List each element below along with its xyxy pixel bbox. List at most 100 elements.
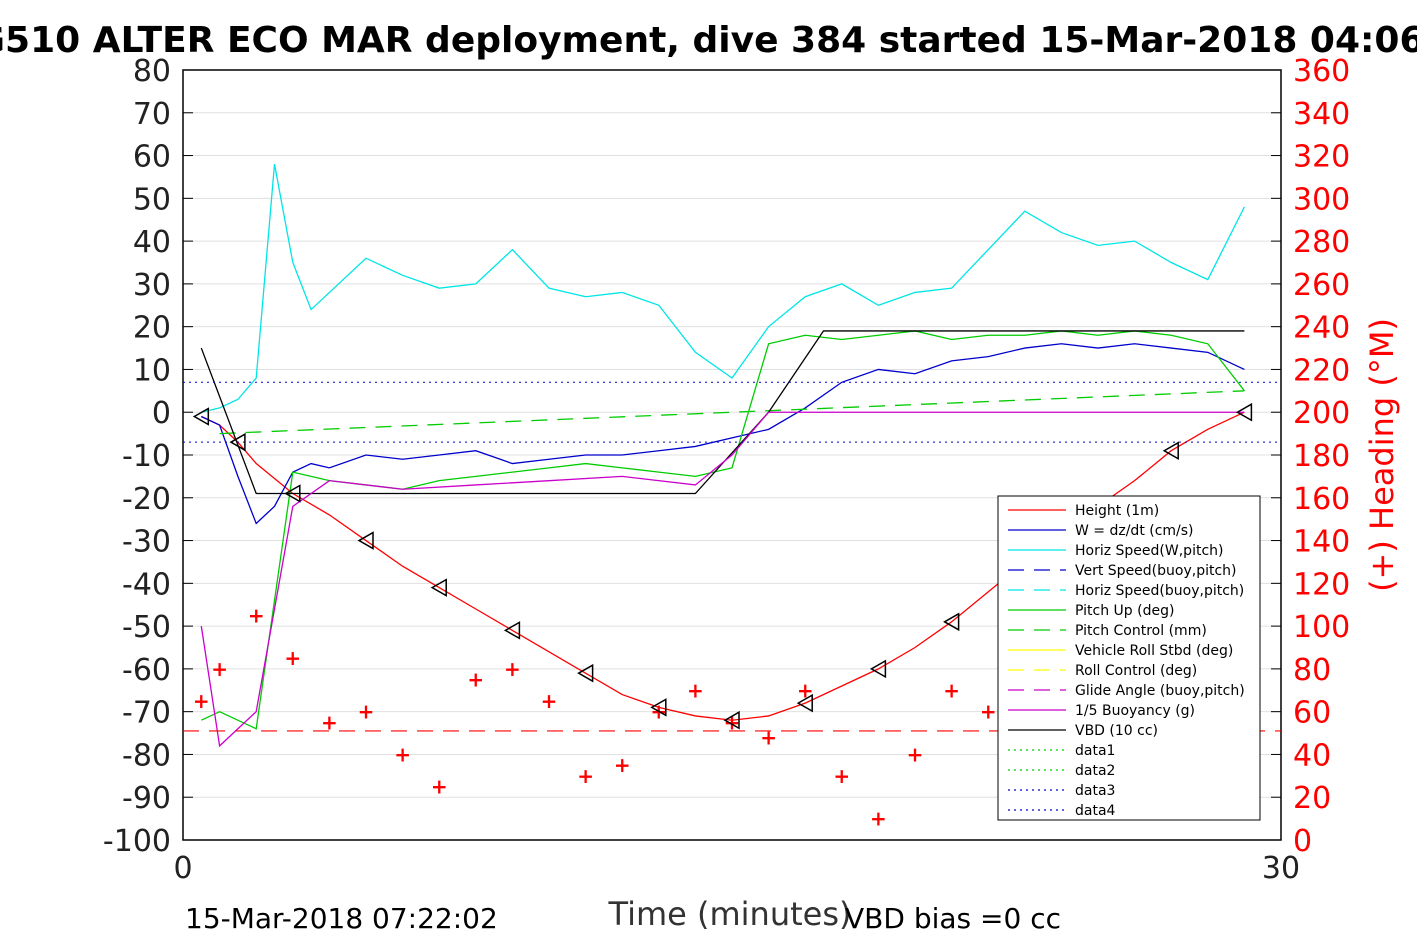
heading-point: +	[870, 807, 887, 831]
y-tick-label: 0	[152, 396, 171, 431]
x-tick-label: 0	[173, 851, 192, 886]
y-tick-label: -10	[122, 439, 171, 474]
legend-label: data1	[1075, 743, 1115, 759]
series-line	[200, 330, 1245, 495]
heading-point: +	[980, 700, 997, 724]
y-tick-label: -60	[122, 653, 171, 688]
y-tick-label: 50	[133, 182, 171, 217]
y-right-tick-label: 200	[1293, 396, 1350, 431]
heading-point: +	[943, 678, 960, 702]
y-right-tick-label: 320	[1293, 140, 1350, 175]
y-right-tick-label: 60	[1293, 696, 1331, 731]
y-axis-right-label: (+) Heading (°M)	[1363, 318, 1401, 592]
y-tick-label: 40	[133, 225, 171, 260]
heading-point: +	[211, 657, 228, 681]
heading-point: +	[431, 775, 448, 799]
heading-point: +	[614, 753, 631, 777]
heading-point: +	[248, 603, 265, 627]
series-layer	[183, 163, 1281, 748]
height-triangle-marker	[192, 407, 210, 426]
y-tick-label: 10	[133, 353, 171, 388]
x-axis: 0 30	[173, 830, 1300, 886]
legend-label: VBD (10 cc)	[1075, 723, 1158, 739]
height-triangle-marker	[1235, 402, 1253, 422]
heading-point: +	[394, 742, 411, 766]
footer-vbd-bias: VBD bias =0 cc	[845, 902, 1061, 935]
y-right-tick-label: 100	[1293, 610, 1350, 645]
legend-label: Height (1m)	[1075, 503, 1159, 519]
y-right-tick-label: 300	[1293, 182, 1350, 217]
series-line	[200, 411, 1245, 748]
y-tick-label: -20	[122, 482, 171, 517]
heading-point: +	[541, 689, 558, 713]
y-tick-label: -30	[122, 525, 171, 560]
x-axis-label: Time (minutes)	[608, 895, 852, 933]
y-tick-label: -70	[122, 696, 171, 731]
legend-label: Glide Angle (buoy,pitch)	[1075, 683, 1245, 699]
legend-label: data2	[1075, 763, 1115, 779]
series-line	[201, 163, 1245, 413]
height-triangle-marker	[943, 612, 960, 632]
heading-point: +	[284, 646, 301, 670]
height-triangle-marker	[503, 621, 521, 640]
height-triangle-marker	[284, 484, 301, 503]
legend-label: W = dz/dt (cm/s)	[1075, 523, 1194, 539]
legend-label: Roll Control (deg)	[1075, 663, 1197, 679]
heading-point: +	[833, 764, 850, 788]
y-right-tick-label: 360	[1293, 54, 1350, 89]
y-right-tick-label: 40	[1293, 738, 1331, 773]
heading-point: +	[724, 710, 741, 734]
heading-point: +	[504, 657, 521, 681]
y-right-tick-label: 180	[1293, 439, 1350, 474]
chart-title: G510 ALTER ECO MAR deployment, dive 384 …	[0, 20, 1417, 61]
y-right-tick-label: 220	[1293, 353, 1350, 388]
height-triangle-marker	[723, 710, 740, 730]
height-triangle-marker	[577, 663, 594, 683]
y-axis-left: 80 70 60 50 40 30 20 10 0 -10 -20 -30 -40 -50 -60 -70 -8…	[103, 54, 193, 859]
legend-label: data3	[1075, 783, 1115, 799]
height-triangle-marker	[796, 693, 813, 713]
x-tick-label: 30	[1262, 851, 1300, 886]
heading-point: +	[907, 742, 924, 766]
legend-label: Pitch Control (mm)	[1075, 623, 1207, 639]
y-tick-label: 70	[133, 97, 171, 132]
height-triangle-marker	[229, 432, 246, 452]
legend-label: Vehicle Roll Stbd (deg)	[1075, 643, 1233, 659]
heading-point: +	[467, 668, 484, 692]
y-tick-label: 30	[133, 268, 171, 303]
legend-label: Vert Speed(buoy,pitch)	[1075, 563, 1237, 579]
heading-point: +	[577, 764, 594, 788]
y-right-tick-label: 120	[1293, 567, 1350, 602]
height-triangle-marker	[430, 578, 447, 597]
y-tick-label: 60	[133, 140, 171, 175]
height-triangle-marker	[357, 531, 374, 550]
height-triangle-marker	[1162, 441, 1179, 461]
y-axis-right: 360 340 320 300 280 260 240 220 200 180 160 140 120 1…	[1271, 54, 1350, 859]
y-right-tick-label: 240	[1293, 311, 1350, 346]
y-right-tick-label: 160	[1293, 482, 1350, 517]
y-tick-label: -50	[122, 610, 171, 645]
y-tick-label: 20	[133, 311, 171, 346]
legend-label: Horiz Speed(W,pitch)	[1075, 543, 1223, 559]
y-right-tick-label: 340	[1293, 97, 1350, 132]
heading-point: +	[760, 725, 777, 749]
heading-point: +	[321, 710, 338, 734]
footer-timestamp: 15-Mar-2018 07:22:02	[185, 902, 498, 935]
legend-label: Horiz Speed(buoy,pitch)	[1075, 583, 1244, 599]
heading-point: +	[193, 689, 210, 713]
y-right-tick-label: 20	[1293, 781, 1331, 816]
height-triangle-marker	[869, 659, 887, 679]
series-line	[219, 390, 1245, 435]
y-right-tick-label: 260	[1293, 268, 1350, 303]
legend-label: 1/5 Buoyancy (g)	[1075, 703, 1195, 719]
legend-label: data4	[1075, 803, 1116, 819]
heading-point: +	[687, 678, 704, 702]
y-tick-label: -90	[122, 781, 171, 816]
y-right-tick-label: 280	[1293, 225, 1350, 260]
heading-point: +	[358, 700, 375, 724]
height-triangle-marker	[650, 698, 667, 717]
legend-label: Pitch Up (deg)	[1075, 603, 1174, 619]
y-tick-label: -40	[122, 567, 171, 602]
y-right-tick-label: 140	[1293, 525, 1350, 560]
